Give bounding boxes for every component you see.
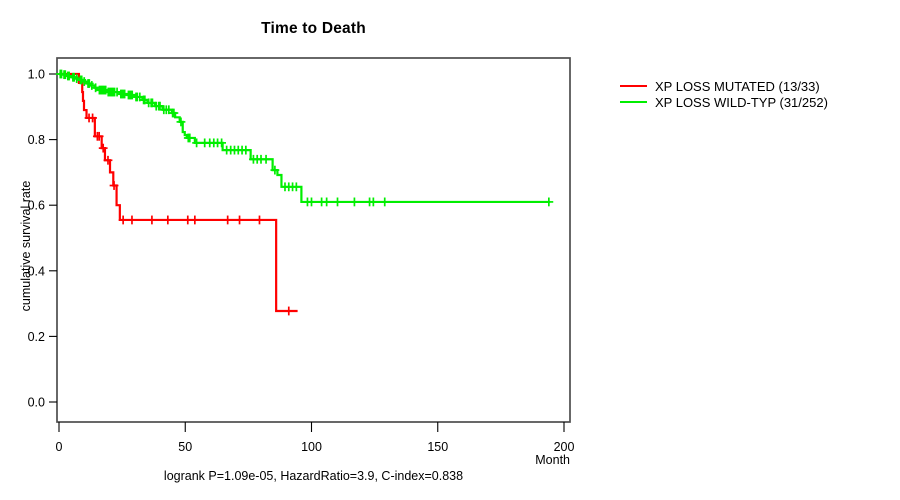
y-tick-label: 0.2: [28, 330, 45, 344]
y-tick-label: 0.8: [28, 133, 45, 147]
x-tick-label: 0: [56, 440, 63, 454]
y-tick-label: 1.0: [28, 68, 45, 82]
legend-label-mutated: XP LOSS MUTATED (13/33): [655, 78, 820, 94]
legend-item-wildtype: XP LOSS WILD-TYP (31/252): [620, 94, 828, 110]
y-tick-label: 0.4: [28, 264, 45, 278]
x-tick-label: 100: [301, 440, 322, 454]
plot-box: [56, 57, 571, 423]
survival-curve-0: [59, 72, 298, 313]
chart-title: Time to Death: [261, 20, 366, 37]
legend-label-wildtype: XP LOSS WILD-TYP (31/252): [655, 94, 828, 110]
legend-line-swatch-red: [620, 84, 647, 88]
legend: XP LOSS MUTATED (13/33) XP LOSS WILD-TYP…: [620, 78, 828, 110]
x-tick-label: 200: [554, 440, 575, 454]
y-tick-label: 0.0: [28, 396, 45, 410]
legend-item-mutated: XP LOSS MUTATED (13/33): [620, 78, 828, 94]
y-axis-label: cumulative survival rate: [19, 180, 33, 312]
x-axis-label: Month: [535, 453, 570, 467]
legend-line-swatch-green: [620, 100, 647, 104]
y-tick-label: 0.6: [28, 199, 45, 213]
x-tick-label: 50: [178, 440, 192, 454]
x-tick-label: 150: [427, 440, 448, 454]
logrank-statistics-text: logrank P=1.09e-05, HazardRatio=3.9, C-i…: [163, 469, 464, 483]
